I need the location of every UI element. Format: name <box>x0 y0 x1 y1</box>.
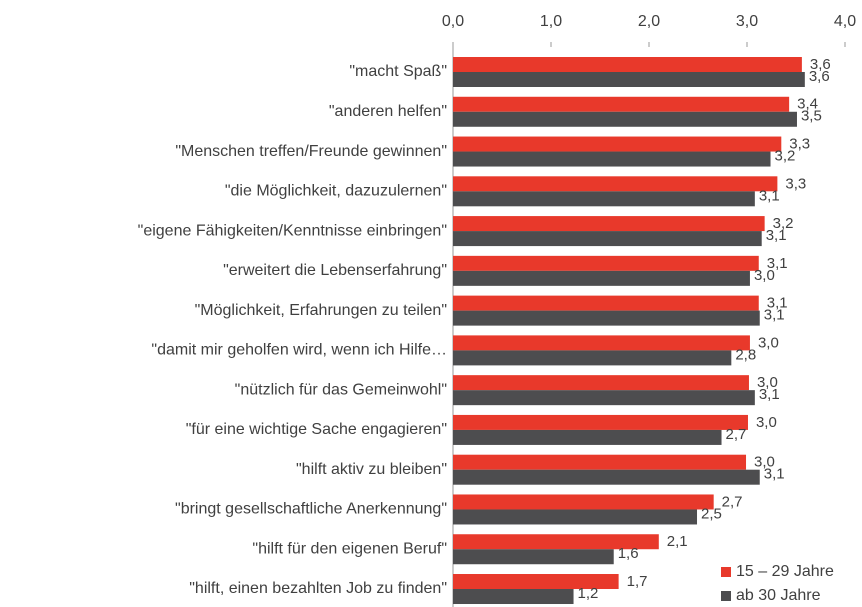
value-label: 3,0 <box>756 414 777 431</box>
bar <box>453 136 782 152</box>
value-label: 3,3 <box>789 136 810 153</box>
bar <box>453 414 748 430</box>
bar <box>453 255 759 271</box>
legend-label: 15 – 29 Jahre <box>736 563 834 580</box>
value-label: 3,5 <box>801 108 822 125</box>
category-label: "hilft, einen bezahlten Job zu finden" <box>189 580 447 597</box>
value-label: 3,1 <box>767 295 788 312</box>
bar <box>453 151 771 167</box>
value-label: 3,4 <box>797 96 818 113</box>
value-label: 3,1 <box>759 187 780 204</box>
value-label: 3,1 <box>764 307 785 324</box>
legend-swatch <box>721 591 731 601</box>
category-label: "erweitert die Lebenserfahrung" <box>223 262 447 279</box>
category-label: "die Möglichkeit, dazuzulernen" <box>225 183 447 200</box>
value-label: 3,1 <box>764 466 785 483</box>
bar <box>453 534 659 550</box>
legend-label: ab 30 Jahre <box>736 587 821 604</box>
category-label: "macht Spaß" <box>349 63 447 80</box>
value-label: 3,1 <box>767 255 788 272</box>
value-label: 2,7 <box>726 426 747 443</box>
bar <box>453 375 749 391</box>
value-label: 1,7 <box>627 573 648 590</box>
value-label: 3,3 <box>785 175 806 192</box>
x-tick-label: 2,0 <box>638 13 660 30</box>
value-label: 1,2 <box>578 585 599 602</box>
value-label: 2,1 <box>667 533 688 550</box>
category-label: "hilft aktiv zu bleiben" <box>296 461 447 478</box>
category-label: "Menschen treffen/Freunde gewinnen" <box>175 143 447 160</box>
category-label: "Möglichkeit, Erfahrungen zu teilen" <box>195 302 447 319</box>
bar <box>453 549 614 565</box>
value-label: 3,0 <box>754 267 775 284</box>
category-label: "hilft für den eigenen Beruf" <box>252 540 447 557</box>
bar <box>453 57 802 72</box>
bar <box>453 454 747 470</box>
value-label: 3,6 <box>810 56 831 73</box>
value-label: 3,0 <box>754 454 775 471</box>
bar <box>453 469 760 485</box>
value-label: 3,0 <box>758 334 779 351</box>
value-label: 3,2 <box>773 215 794 232</box>
bar <box>453 509 698 525</box>
x-tick-label: 4,0 <box>834 13 856 30</box>
bar <box>453 589 574 605</box>
value-label: 3,1 <box>759 386 780 403</box>
value-label: 1,6 <box>618 545 639 562</box>
bar <box>453 335 750 351</box>
bar <box>453 295 759 311</box>
value-label: 3,1 <box>766 227 787 244</box>
value-label: 3,0 <box>757 374 778 391</box>
bar <box>453 310 760 326</box>
category-label: "bringt gesellschaftliche Anerkennung" <box>175 501 447 518</box>
bar <box>453 429 722 445</box>
bar <box>453 96 790 112</box>
bar <box>453 270 750 286</box>
bar <box>453 231 762 247</box>
value-label: 3,2 <box>775 148 796 165</box>
category-label: "für eine wichtige Sache engagieren" <box>186 421 447 438</box>
bar <box>453 494 714 510</box>
bar <box>453 390 755 406</box>
x-tick-label: 3,0 <box>736 13 758 30</box>
value-label: 2,7 <box>722 493 743 510</box>
x-tick-label: 0,0 <box>442 13 464 30</box>
x-tick-label: 1,0 <box>540 13 562 30</box>
bar <box>453 111 797 127</box>
bar <box>453 191 755 207</box>
bar <box>453 350 732 366</box>
category-label: "anderen helfen" <box>329 103 447 120</box>
bar <box>453 176 778 192</box>
bar <box>453 72 805 87</box>
bar <box>453 216 765 232</box>
value-label: 2,8 <box>735 346 756 363</box>
category-label: "damit mir geholfen wird, wenn ich Hilfe… <box>151 342 447 359</box>
category-label: "eigene Fähigkeiten/Kenntnisse einbringe… <box>138 222 447 239</box>
bar <box>453 574 619 590</box>
legend-swatch <box>721 567 731 577</box>
value-label: 3,6 <box>809 68 830 85</box>
category-label: "nützlich für das Gemeinwohl" <box>235 381 447 398</box>
value-label: 2,5 <box>701 505 722 522</box>
